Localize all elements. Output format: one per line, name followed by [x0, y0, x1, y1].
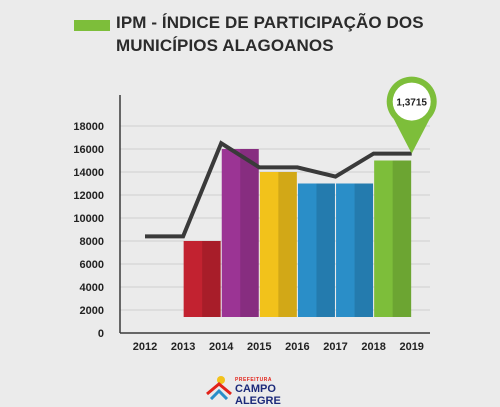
x-tick-label: 2016 [285, 341, 309, 353]
y-tick-label: 12000 [73, 190, 104, 202]
x-tick-label: 2019 [399, 341, 423, 353]
line-layer [145, 140, 412, 239]
x-tick-label: 2013 [171, 341, 195, 353]
bar [374, 160, 412, 317]
bar-shade [278, 172, 297, 317]
pin-tail [393, 118, 430, 154]
chart-title: IPM - ÍNDICE DE PARTICIPAÇÃO DOS MUNICÍP… [116, 13, 424, 55]
y-tick-label: 4000 [80, 282, 104, 294]
pin-value-label: 1,3715 [396, 98, 427, 109]
logo-subtitle: PREFEITURA [235, 377, 272, 383]
title-accent-bar [74, 20, 110, 31]
x-tick-label: 2014 [209, 341, 234, 353]
y-tick-label: 16000 [73, 144, 104, 156]
axis-layer [119, 95, 430, 334]
bar-shade [240, 149, 259, 317]
logo-mark-icon [206, 376, 232, 401]
y-tick-label: 18000 [73, 121, 104, 133]
bar [183, 241, 221, 317]
x-tick-label: 2018 [361, 341, 385, 353]
bar [259, 172, 297, 317]
bar-shade [202, 241, 221, 317]
y-tick-label: 6000 [80, 259, 104, 271]
bars-layer [183, 149, 412, 317]
pin-inner-circle [392, 82, 431, 121]
bar [336, 183, 374, 317]
x-tick-label: 2015 [247, 341, 271, 353]
y-tick-labels: 0 2000 4000 6000 8000 10000 12000 14000 16000 180… [73, 121, 104, 340]
x-tick-label: 2017 [323, 341, 347, 353]
bar [297, 183, 335, 317]
bar-2014 [221, 149, 259, 317]
y-tick-label: 10000 [73, 213, 104, 225]
bar-2017 [336, 183, 374, 317]
x-tick-label: 2012 [133, 341, 157, 353]
bar-2016 [297, 183, 335, 317]
bar-2015 [259, 172, 297, 317]
y-tick-label: 0 [98, 328, 104, 340]
bar-shade [316, 183, 335, 317]
bar-shade [392, 160, 412, 317]
y-tick-label: 14000 [73, 167, 104, 179]
bar-2013 [183, 241, 221, 317]
prefeitura-logo: PREFEITURA CAMPO ALEGRE [205, 374, 305, 407]
logo-name: CAMPO ALEGRE [235, 383, 281, 407]
pin-layer: 1,3715 [386, 76, 437, 154]
y-tick-label: 8000 [80, 236, 104, 248]
y-tick-label: 2000 [80, 305, 104, 317]
bar [221, 149, 259, 317]
x-tick-labels: 2012 2013 2014 2015 2016 2017 2018 2019 [133, 341, 424, 353]
bar-2018 [374, 160, 412, 317]
bar-shade [354, 183, 374, 317]
trend-line [145, 140, 412, 239]
